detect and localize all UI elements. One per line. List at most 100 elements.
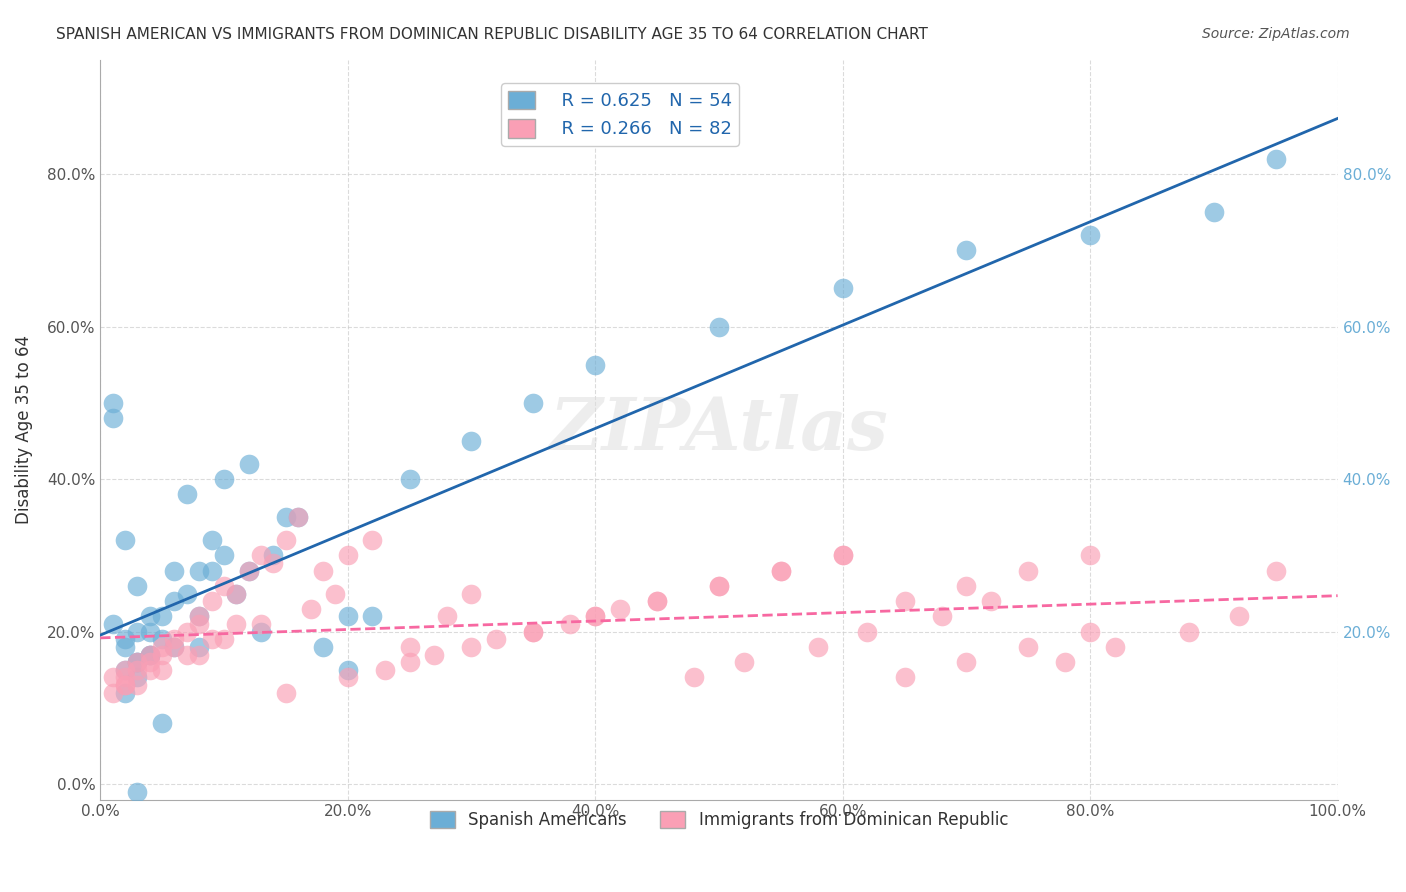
Point (201, 533, 224, 548)
Point (325, 586, 347, 600)
Point (263, 549, 285, 563)
Point (893, 594, 915, 608)
Point (398, 472, 420, 486)
Text: SPANISH AMERICAN VS IMMIGRANTS FROM DOMINICAN REPUBLIC DISABILITY AGE 35 TO 64 C: SPANISH AMERICAN VS IMMIGRANTS FROM DOMI… (56, 27, 928, 42)
Point (683, 670, 706, 684)
Point (163, 564, 186, 578)
Point (212, 632, 235, 647)
Point (188, 609, 211, 624)
Point (485, 632, 508, 647)
Point (101, 617, 124, 632)
Point (769, 564, 792, 578)
Point (1202, 205, 1225, 219)
Point (250, 624, 273, 639)
Point (1054, 655, 1077, 669)
Point (150, 648, 173, 662)
Point (114, 640, 136, 654)
Text: Source: ZipAtlas.com: Source: ZipAtlas.com (1202, 27, 1350, 41)
Point (955, 655, 977, 669)
Point (931, 609, 953, 624)
Point (312, 640, 335, 654)
Point (1078, 549, 1101, 563)
Point (212, 549, 235, 563)
Point (114, 533, 136, 548)
Y-axis label: Disability Age 35 to 64: Disability Age 35 to 64 (15, 335, 32, 524)
Point (831, 549, 853, 563)
Point (238, 457, 260, 471)
Point (150, 609, 173, 624)
Point (299, 602, 322, 616)
Point (274, 533, 297, 548)
Point (893, 670, 915, 684)
Point (114, 686, 136, 700)
Point (522, 624, 544, 639)
Text: ZIPAtlas: ZIPAtlas (550, 394, 889, 465)
Point (1017, 640, 1039, 654)
Point (225, 586, 247, 600)
Point (336, 670, 359, 684)
Point (127, 785, 149, 799)
Point (645, 594, 668, 608)
Point (707, 579, 730, 593)
Point (176, 624, 198, 639)
Point (127, 663, 149, 677)
Point (101, 411, 124, 425)
Point (274, 686, 297, 700)
Point (460, 640, 482, 654)
Point (114, 663, 136, 677)
Point (114, 678, 136, 692)
Point (225, 586, 247, 600)
Point (583, 609, 606, 624)
Point (312, 564, 335, 578)
Point (238, 564, 260, 578)
Point (150, 632, 173, 647)
Point (955, 244, 977, 258)
Point (398, 640, 420, 654)
Point (150, 640, 173, 654)
Point (188, 648, 211, 662)
Point (127, 655, 149, 669)
Point (645, 594, 668, 608)
Point (163, 640, 186, 654)
Legend: Spanish Americans, Immigrants from Dominican Republic: Spanish Americans, Immigrants from Domin… (423, 804, 1015, 836)
Point (101, 686, 124, 700)
Point (707, 319, 730, 334)
Point (201, 564, 224, 578)
Point (114, 670, 136, 684)
Point (101, 670, 124, 684)
Point (127, 655, 149, 669)
Point (374, 663, 396, 677)
Point (127, 624, 149, 639)
Point (1264, 564, 1286, 578)
Point (238, 564, 260, 578)
Point (274, 510, 297, 524)
Point (955, 579, 977, 593)
Point (188, 609, 211, 624)
Point (1017, 564, 1039, 578)
Point (436, 609, 458, 624)
Point (769, 564, 792, 578)
Point (1264, 152, 1286, 166)
Point (188, 564, 211, 578)
Point (139, 609, 162, 624)
Point (361, 609, 384, 624)
Point (127, 655, 149, 669)
Point (114, 663, 136, 677)
Point (139, 624, 162, 639)
Point (114, 632, 136, 647)
Point (139, 648, 162, 662)
Point (176, 586, 198, 600)
Point (163, 632, 186, 647)
Point (163, 594, 186, 608)
Point (522, 396, 544, 410)
Point (707, 579, 730, 593)
Point (225, 617, 247, 632)
Point (831, 549, 853, 563)
Point (336, 609, 359, 624)
Point (163, 640, 186, 654)
Point (101, 396, 124, 410)
Point (176, 487, 198, 501)
Point (609, 602, 631, 616)
Point (460, 586, 482, 600)
Point (856, 624, 879, 639)
